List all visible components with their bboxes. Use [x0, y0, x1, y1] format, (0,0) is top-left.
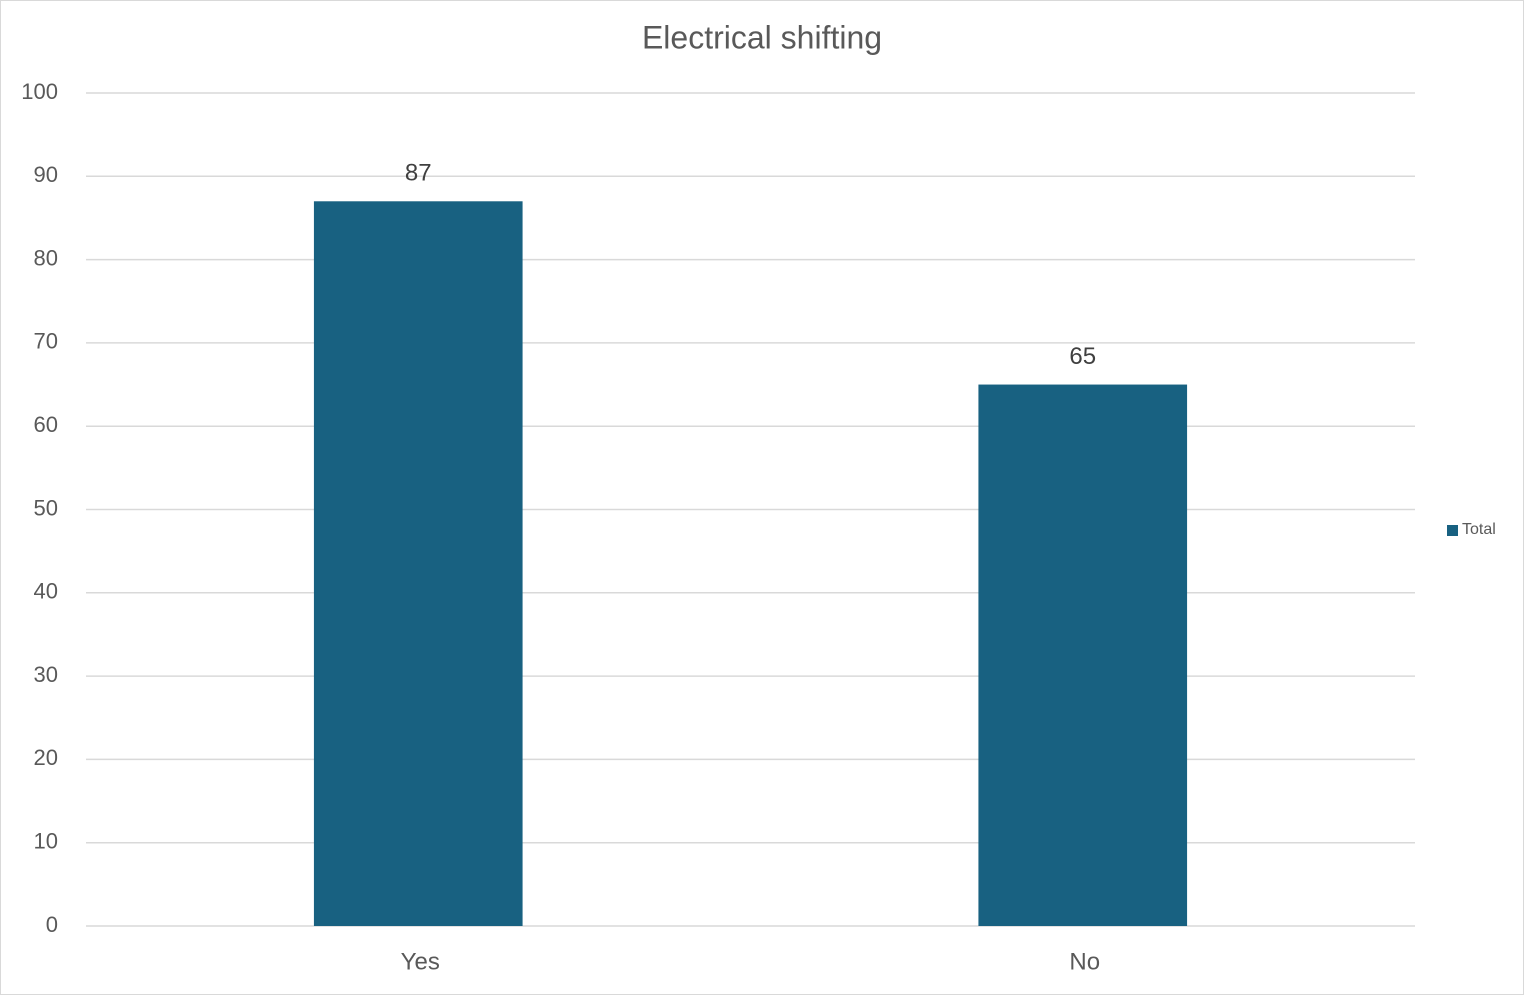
y-tick-label: 80	[34, 245, 58, 270]
x-tick-label: Yes	[401, 948, 440, 975]
legend-label: Total	[1462, 521, 1496, 538]
y-tick-label: 70	[34, 329, 58, 354]
legend-swatch	[1447, 525, 1458, 536]
chart-title: Electrical shifting	[642, 19, 882, 55]
y-tick-label: 60	[34, 412, 58, 437]
data-label: 87	[405, 160, 432, 187]
bar	[978, 384, 1188, 926]
y-tick-label: 30	[34, 662, 58, 687]
y-tick-label: 40	[34, 579, 58, 604]
bar	[313, 201, 523, 927]
y-tick-label: 100	[21, 79, 58, 104]
y-tick-label: 0	[46, 912, 58, 937]
y-tick-label: 10	[34, 829, 58, 854]
y-tick-label: 20	[34, 745, 58, 770]
x-tick-label: No	[1069, 948, 1100, 975]
y-tick-label: 50	[34, 495, 58, 520]
y-tick-label: 90	[34, 162, 58, 187]
data-label: 65	[1069, 343, 1096, 370]
